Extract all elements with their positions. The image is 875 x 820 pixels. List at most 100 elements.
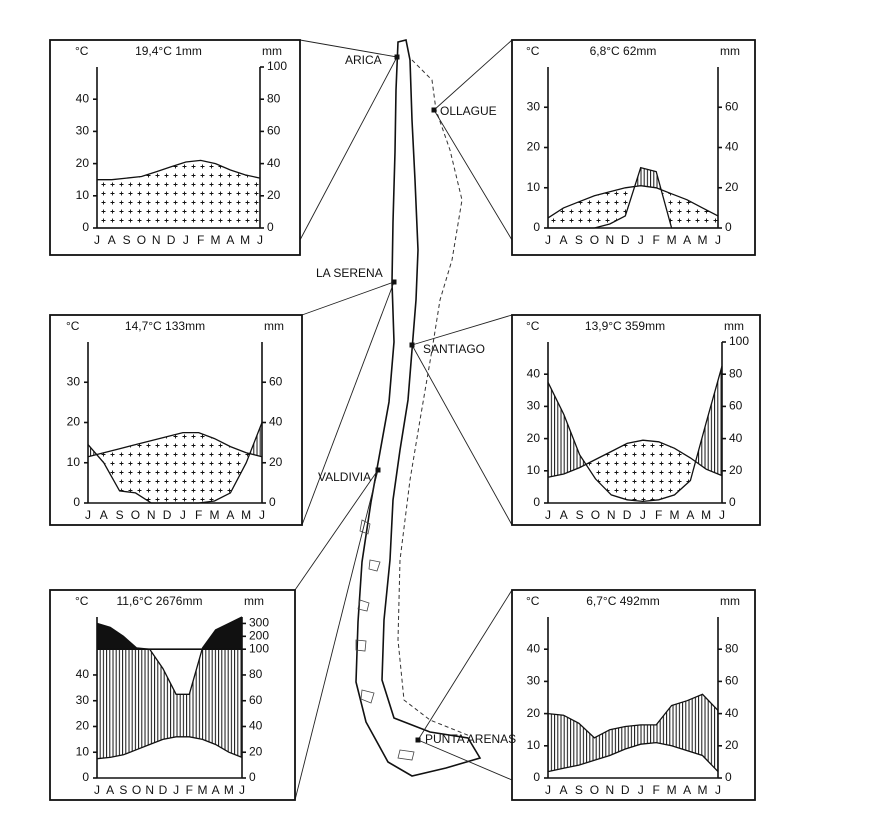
y2-tick-label: 60: [729, 399, 743, 413]
station-dot: [394, 54, 400, 60]
x-tick-label: F: [655, 508, 662, 522]
leader-lines: [294, 39, 513, 801]
station-label: ARICA: [345, 53, 382, 67]
chart-title: 19,4°C 1mm: [135, 44, 202, 58]
x-tick-label: N: [152, 233, 161, 247]
y-tick-label: 30: [76, 124, 90, 138]
x-tick-label: F: [653, 233, 660, 247]
y2-tick-label: 20: [249, 744, 263, 758]
x-tick-label: A: [559, 783, 567, 797]
x-tick-label: J: [638, 233, 644, 247]
leader: [299, 39, 398, 58]
x-tick-label: A: [683, 233, 691, 247]
x-tick-label: M: [224, 783, 234, 797]
x-tick-label: J: [94, 233, 100, 247]
y2-tick-label: 40: [725, 140, 739, 154]
temperature-line: [547, 185, 719, 219]
y-axis-label: °C: [526, 44, 540, 58]
x-tick-label: M: [698, 783, 708, 797]
x-tick-label: A: [108, 233, 116, 247]
y-tick-label: 10: [67, 455, 81, 469]
y2-tick-label: 0: [725, 770, 732, 784]
x-tick-label: D: [623, 508, 632, 522]
leader: [433, 39, 513, 111]
y-tick-label: 0: [82, 770, 89, 784]
x-tick-label: O: [137, 233, 146, 247]
y2-tick-label: 60: [267, 124, 281, 138]
y-tick-label: 0: [73, 495, 80, 509]
y2-tick-label: 20: [725, 180, 739, 194]
x-tick-label: A: [683, 783, 691, 797]
x-tick-label: M: [667, 233, 677, 247]
leader: [433, 109, 513, 241]
x-tick-label: O: [590, 233, 599, 247]
y2-tick-label: 0: [267, 220, 274, 234]
y2-tick-label: 80: [249, 667, 263, 681]
x-tick-label: M: [197, 783, 207, 797]
x-tick-label: O: [591, 508, 600, 522]
x-tick-label: J: [257, 233, 263, 247]
x-tick-label: J: [545, 233, 551, 247]
temperature-line: [97, 159, 261, 181]
y-tick-label: 0: [533, 495, 540, 509]
y2-tick-label: 0: [269, 495, 276, 509]
x-tick-label: J: [545, 508, 551, 522]
y2-axis-label: mm: [244, 594, 264, 608]
y2-tick-label: 80: [267, 91, 281, 105]
y2-tick-label: 40: [729, 431, 743, 445]
y-tick-label: 10: [76, 188, 90, 202]
x-tick-label: N: [605, 233, 614, 247]
x-tick-label: D: [163, 508, 172, 522]
temperature-line: [87, 431, 263, 458]
leader: [294, 469, 379, 801]
chart-title: 14,7°C 133mm: [125, 319, 205, 333]
y2-tick-label: 20: [725, 738, 739, 752]
station-dot: [409, 342, 415, 348]
y2-tick-label: 100: [267, 59, 287, 73]
chart-title: 6,8°C 62mm: [590, 44, 657, 58]
x-tick-label: J: [85, 508, 91, 522]
y2-tick-label: 40: [267, 156, 281, 170]
x-tick-label: O: [131, 508, 140, 522]
y-tick-label: 0: [533, 220, 540, 234]
y-tick-label: 10: [76, 744, 90, 758]
x-tick-label: J: [183, 233, 189, 247]
y2-axis-label: mm: [720, 44, 740, 58]
x-tick-label: J: [715, 783, 721, 797]
leader: [417, 739, 513, 781]
y2-tick-label: 60: [725, 674, 739, 688]
y-tick-label: 40: [76, 667, 90, 681]
arid-area: [88, 432, 262, 503]
y2-axis-label: mm: [720, 594, 740, 608]
map: [355, 39, 482, 777]
x-tick-label: J: [715, 233, 721, 247]
islands: [355, 519, 415, 761]
y2-tick-label: 80: [725, 641, 739, 655]
station-label: OLLAGUE: [440, 104, 497, 118]
y2-tick-label: 20: [729, 463, 743, 477]
x-tick-label: S: [576, 508, 584, 522]
x-tick-label: J: [640, 508, 646, 522]
x-tick-label: N: [607, 508, 616, 522]
leader: [301, 281, 395, 316]
x-tick-label: F: [186, 783, 193, 797]
x-tick-label: J: [259, 508, 265, 522]
x-tick-label: M: [670, 508, 680, 522]
y-axis-label: °C: [526, 594, 540, 608]
x-tick-label: M: [667, 783, 677, 797]
x-tick-label: O: [590, 783, 599, 797]
y-tick-label: 20: [76, 719, 90, 733]
temperature-line: [96, 736, 243, 760]
border: [397, 59, 471, 737]
y-tick-label: 0: [82, 220, 89, 234]
x-tick-label: J: [180, 508, 186, 522]
y-tick-label: 0: [533, 770, 540, 784]
x-tick-label: D: [167, 233, 176, 247]
station-dot: [431, 107, 437, 113]
x-tick-label: A: [106, 783, 114, 797]
y-axis-label: °C: [75, 594, 89, 608]
